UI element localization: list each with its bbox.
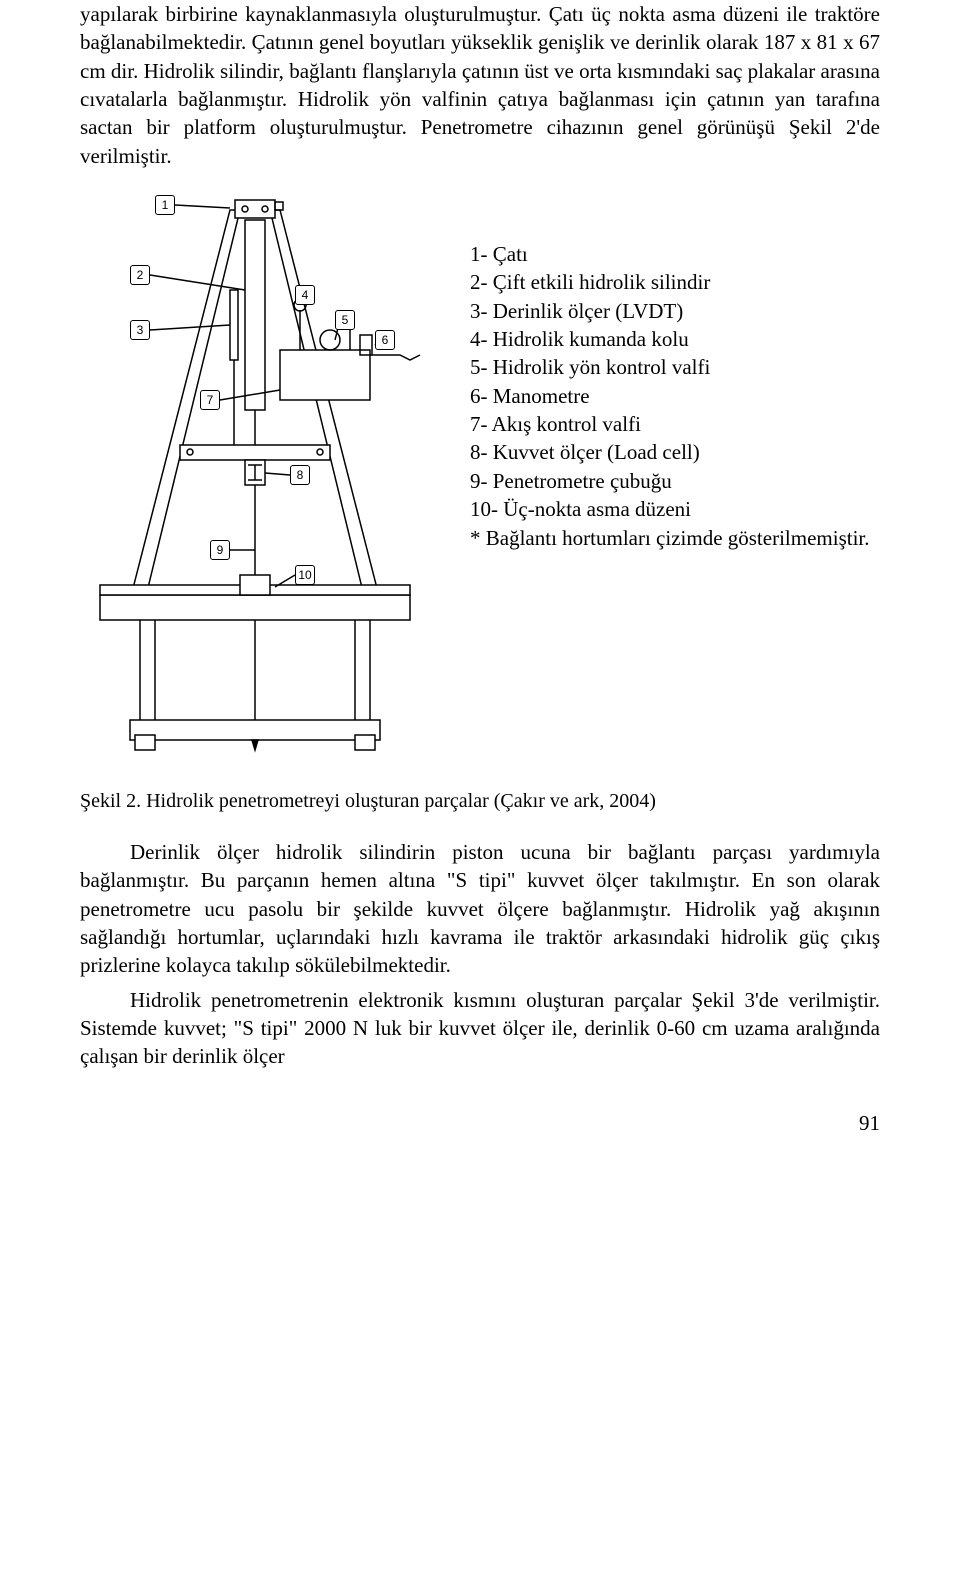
- legend-item: 7- Akış kontrol valfi: [470, 410, 880, 438]
- legend-item: 4- Hidrolik kumanda kolu: [470, 325, 880, 353]
- callout-7: 7: [200, 390, 220, 410]
- callout-3: 3: [130, 320, 150, 340]
- figure-caption: Şekil 2. Hidrolik penetrometreyi oluştur…: [80, 790, 880, 813]
- legend-item: * Bağlantı hortumları çizimde gösterilme…: [470, 524, 880, 552]
- legend-item: 2- Çift etkili hidrolik silindir: [470, 268, 880, 296]
- legend-item: 8- Kuvvet ölçer (Load cell): [470, 438, 880, 466]
- legend-item: 6- Manometre: [470, 382, 880, 410]
- callout-5: 5: [335, 310, 355, 330]
- callout-2: 2: [130, 265, 150, 285]
- figure-2: 1 2 3 456 7 8 9 10 1- Çatı 2- Çift etkili hidro…: [80, 190, 880, 770]
- callout-6: 6: [375, 330, 395, 350]
- figure-legend: 1- Çatı 2- Çift etkili hidrolik silindir…: [470, 190, 880, 552]
- page-number: 91: [80, 1111, 880, 1136]
- callout-10: 10: [295, 565, 315, 585]
- penetrometer-diagram: 1 2 3 456 7 8 9 10: [80, 190, 450, 770]
- legend-item: 9- Penetrometre çubuğu: [470, 467, 880, 495]
- callout-8: 8: [290, 465, 310, 485]
- paragraph-1: yapılarak birbirine kaynaklanmasıyla olu…: [80, 0, 880, 170]
- legend-item: 3- Derinlik ölçer (LVDT): [470, 297, 880, 325]
- legend-item: 10- Üç-nokta asma düzeni: [470, 495, 880, 523]
- callout-9: 9: [210, 540, 230, 560]
- legend-item: 5- Hidrolik yön kontrol valfi: [470, 353, 880, 381]
- legend-item: 1- Çatı: [470, 240, 880, 268]
- paragraph-2: Derinlik ölçer hidrolik silindirin pisto…: [80, 838, 880, 980]
- callout-1: 1: [155, 195, 175, 215]
- paragraph-3: Hidrolik penetrometrenin elektronik kısm…: [80, 986, 880, 1071]
- callout-4: 4: [295, 285, 315, 305]
